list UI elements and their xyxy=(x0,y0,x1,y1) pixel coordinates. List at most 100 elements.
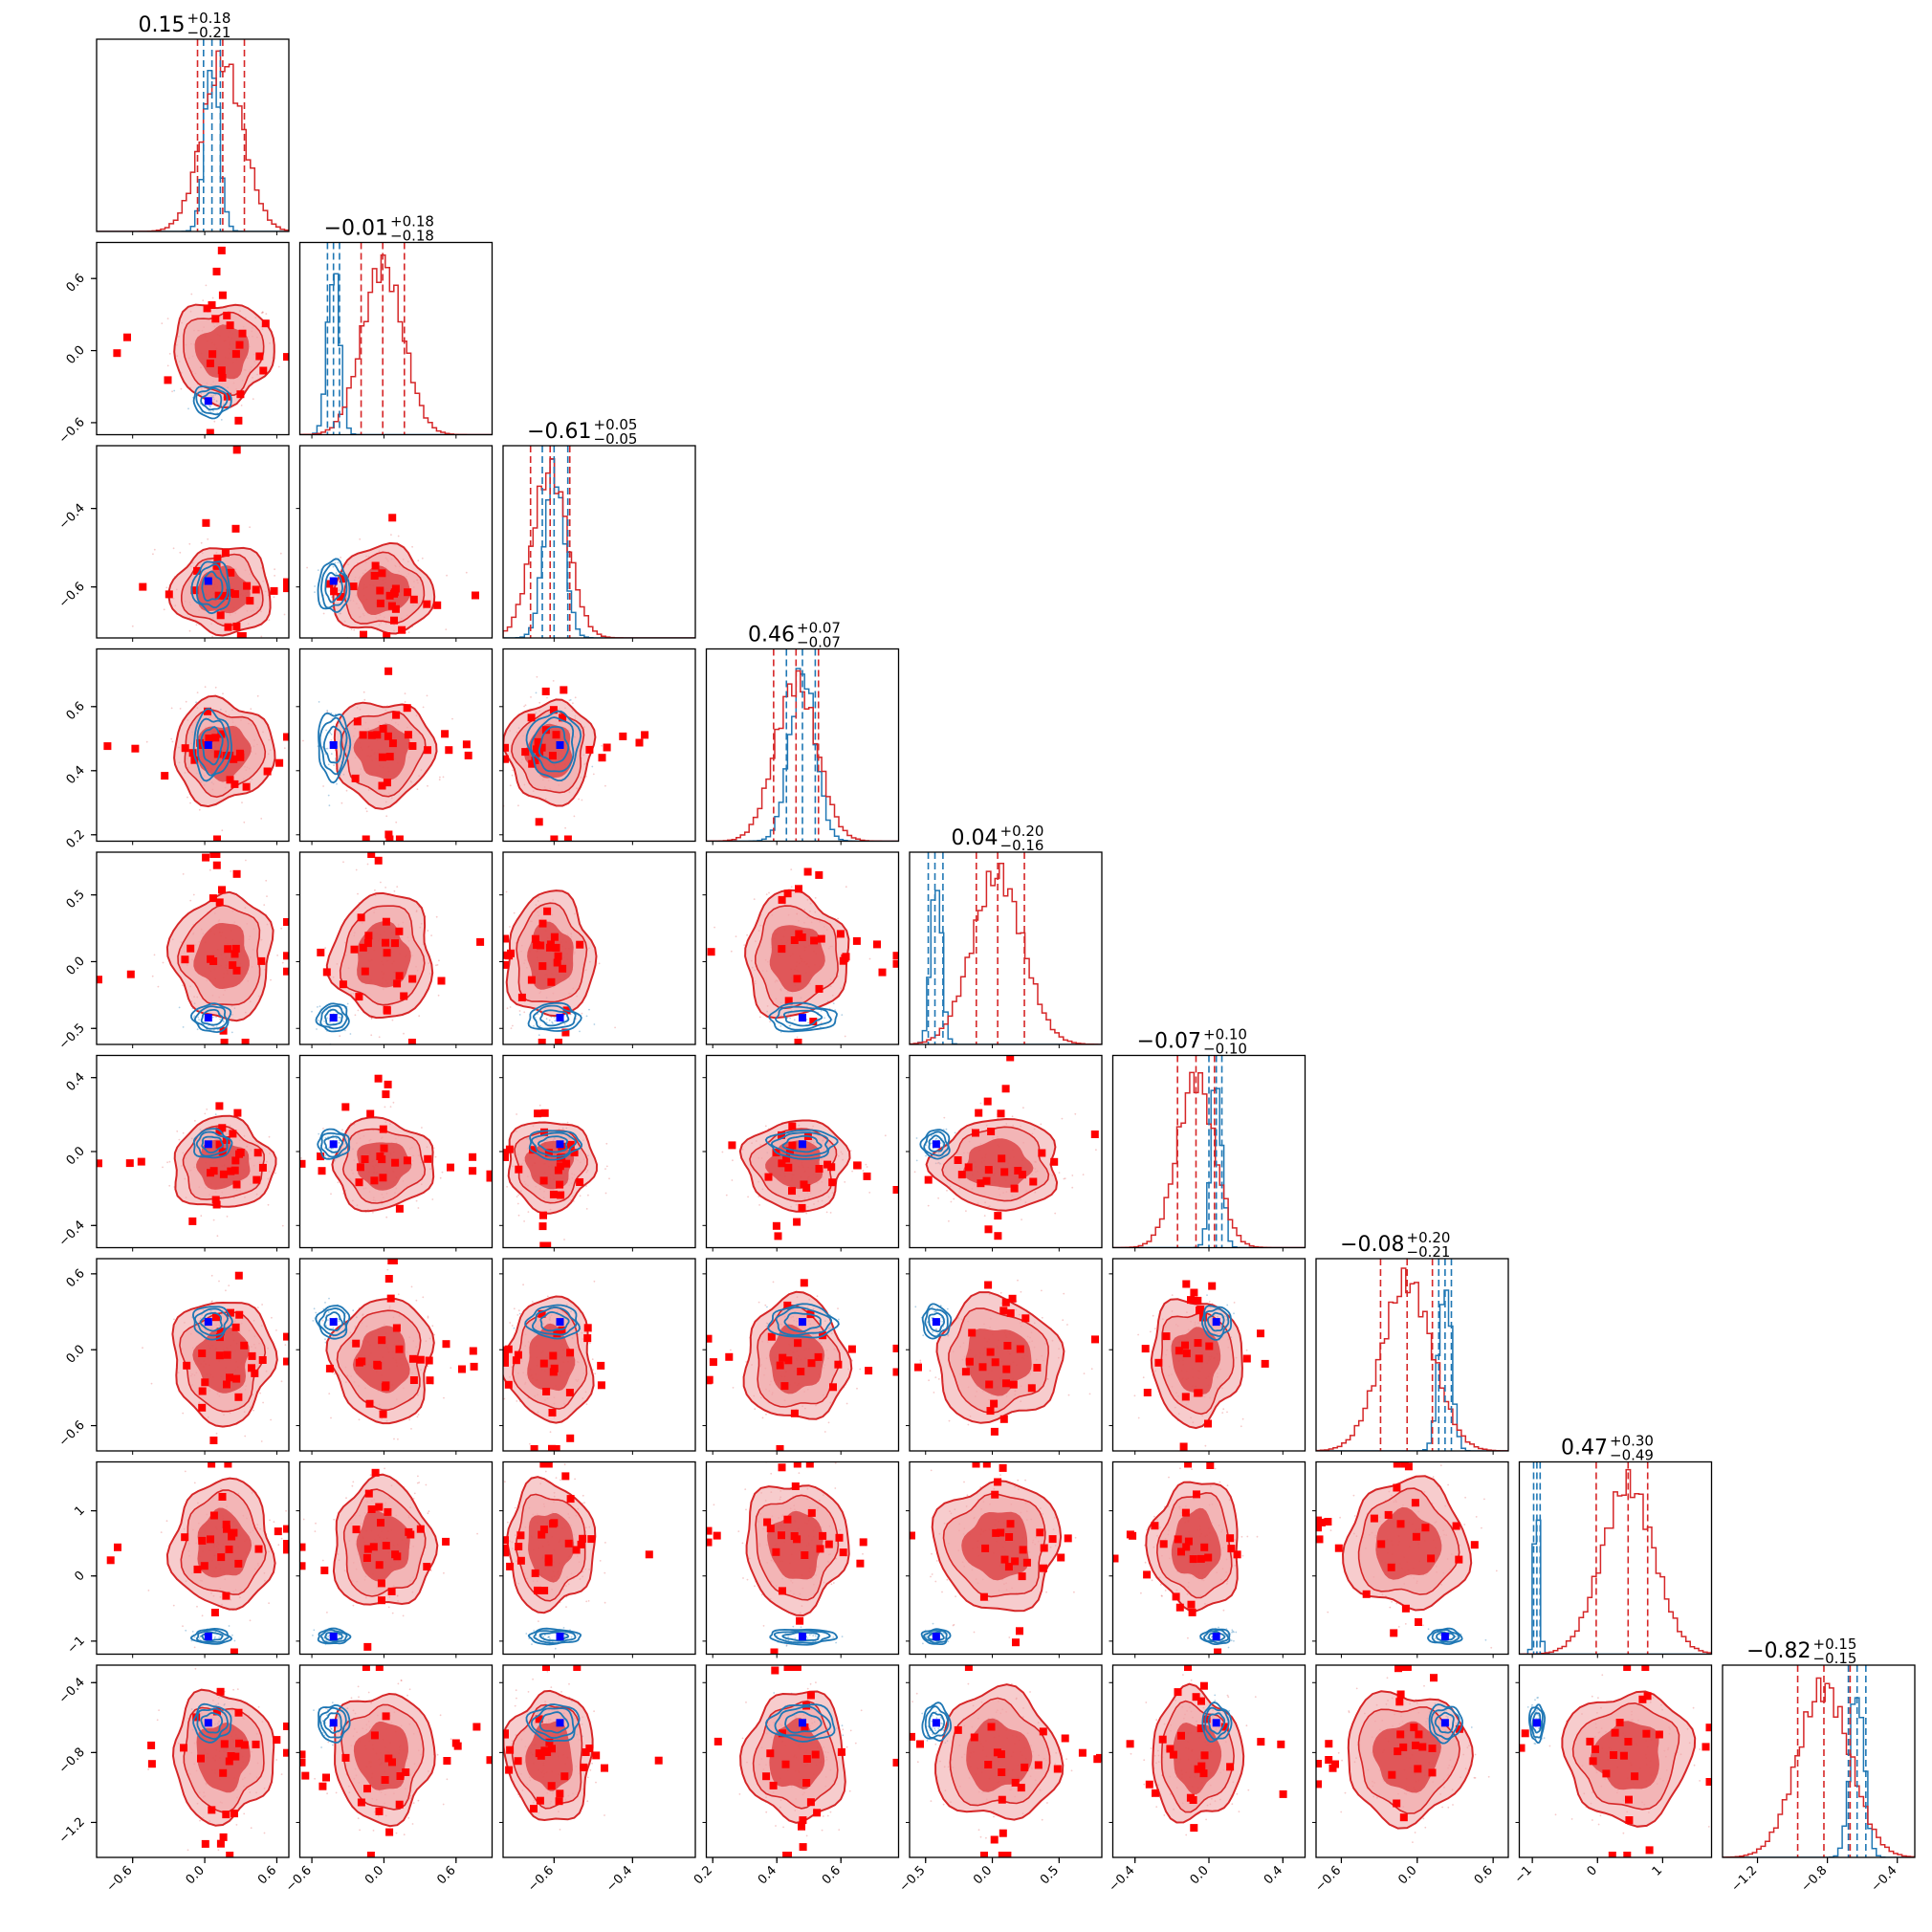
red-sample-point xyxy=(296,1174,298,1175)
red-square-marker xyxy=(217,730,226,738)
panel-2d-5-3 xyxy=(705,1054,900,1249)
blue-sample-point xyxy=(925,1144,928,1146)
red-sample-point xyxy=(270,1418,272,1421)
red-square-marker xyxy=(815,984,823,993)
red-square-marker xyxy=(361,967,369,976)
red-square-marker xyxy=(226,776,234,784)
red-sample-point xyxy=(328,1393,331,1394)
red-sample-point xyxy=(326,711,329,714)
red-sample-point xyxy=(244,1435,247,1438)
panel-2d-content xyxy=(914,1279,1099,1436)
red-square-marker xyxy=(527,976,536,984)
red-square-marker xyxy=(968,1328,977,1337)
red-sample-point xyxy=(436,964,439,966)
red-sample-point xyxy=(145,740,148,743)
red-sample-point xyxy=(435,964,437,967)
red-square-marker xyxy=(322,968,331,977)
red-sample-point xyxy=(451,717,453,720)
red-sample-point xyxy=(192,893,195,896)
red-sample-point xyxy=(422,706,425,709)
red-sample-point xyxy=(1088,1393,1091,1395)
red-square-marker xyxy=(263,767,272,776)
red-sample-point xyxy=(524,704,527,707)
blue-sample-point xyxy=(233,1639,236,1642)
red-sample-point xyxy=(501,764,503,766)
red-sample-point xyxy=(269,1519,271,1522)
red-sample-point xyxy=(538,1104,541,1107)
red-square-marker xyxy=(215,1102,224,1110)
true-value-marker xyxy=(329,1318,338,1327)
blue-sample-point xyxy=(317,1006,318,1008)
red-square-marker xyxy=(554,1166,562,1175)
red-sample-point xyxy=(437,994,440,997)
red-sample-point xyxy=(438,959,440,962)
red-square-marker xyxy=(503,951,509,959)
red-square-marker xyxy=(1014,1167,1022,1175)
red-sample-point xyxy=(581,1012,583,1015)
true-value-marker xyxy=(329,1140,338,1149)
panel-frame xyxy=(298,648,494,843)
blue-contour-line xyxy=(767,1303,840,1339)
red-sample-point xyxy=(410,1428,412,1430)
red-sample-point xyxy=(280,1380,283,1383)
blue-sample-point xyxy=(538,1034,540,1037)
red-sample-point xyxy=(226,1216,229,1218)
red-square-marker xyxy=(392,711,401,719)
red-square-marker xyxy=(388,514,397,522)
red-square-marker xyxy=(97,1159,102,1168)
red-square-marker xyxy=(565,1389,574,1396)
red-sample-point xyxy=(355,868,358,871)
red-square-marker xyxy=(283,584,289,593)
red-square-marker xyxy=(1181,1341,1189,1350)
red-square-marker xyxy=(114,1543,121,1551)
red-sample-point xyxy=(352,1604,355,1607)
blue-contour-line xyxy=(775,1306,833,1337)
blue-contour-line xyxy=(317,1627,352,1645)
red-square-marker xyxy=(1257,1329,1264,1338)
blue-contour-line xyxy=(195,563,229,609)
red-square-marker xyxy=(798,1203,806,1212)
red-sample-point xyxy=(384,1467,385,1470)
red-square-marker xyxy=(375,1561,384,1570)
red-square-marker xyxy=(999,1306,1008,1315)
red-sample-point xyxy=(862,1170,865,1172)
blue-sample-point xyxy=(182,1026,185,1028)
red-sample-point xyxy=(280,1537,283,1540)
red-square-marker xyxy=(270,586,278,595)
blue-sample-point xyxy=(214,1636,216,1638)
red-sample-point xyxy=(330,1416,332,1419)
red-sample-point xyxy=(339,1035,341,1038)
blue-sample-point xyxy=(231,1031,233,1034)
red-sample-point xyxy=(345,789,348,792)
red-sample-point xyxy=(273,1521,275,1524)
red-square-marker xyxy=(783,1301,792,1309)
panel-2d-3-0 xyxy=(96,648,290,843)
panel-2d-content xyxy=(106,1461,289,1655)
red-square-marker xyxy=(507,949,515,957)
red-sample-point xyxy=(465,571,468,574)
blue-contour-line xyxy=(194,1307,229,1337)
red-sample-point xyxy=(1017,1279,1019,1282)
blue-sample-point xyxy=(344,1029,346,1032)
red-square-marker xyxy=(232,623,241,630)
blue-sample-point xyxy=(223,1021,225,1023)
blue-sample-point xyxy=(563,1022,566,1025)
blue-sample-point xyxy=(935,1328,937,1330)
blue-sample-point xyxy=(545,1018,548,1021)
red-square-marker xyxy=(391,604,400,613)
red-sample-point xyxy=(273,1218,274,1220)
red-square-marker xyxy=(299,1562,306,1570)
red-sample-point xyxy=(1245,1349,1248,1351)
red-sample-point xyxy=(563,1239,565,1240)
panel-2d-content xyxy=(503,889,616,1044)
red-sample-point xyxy=(948,1219,950,1222)
red-sample-point xyxy=(1171,1294,1174,1296)
red-square-marker xyxy=(990,1399,999,1408)
red-sample-point xyxy=(230,870,232,872)
red-square-marker xyxy=(259,366,268,375)
red-square-marker xyxy=(359,943,367,952)
red-square-marker xyxy=(503,755,509,763)
red-sample-point xyxy=(1095,1149,1097,1152)
red-square-marker xyxy=(379,1125,387,1133)
red-sample-point xyxy=(176,1131,179,1132)
